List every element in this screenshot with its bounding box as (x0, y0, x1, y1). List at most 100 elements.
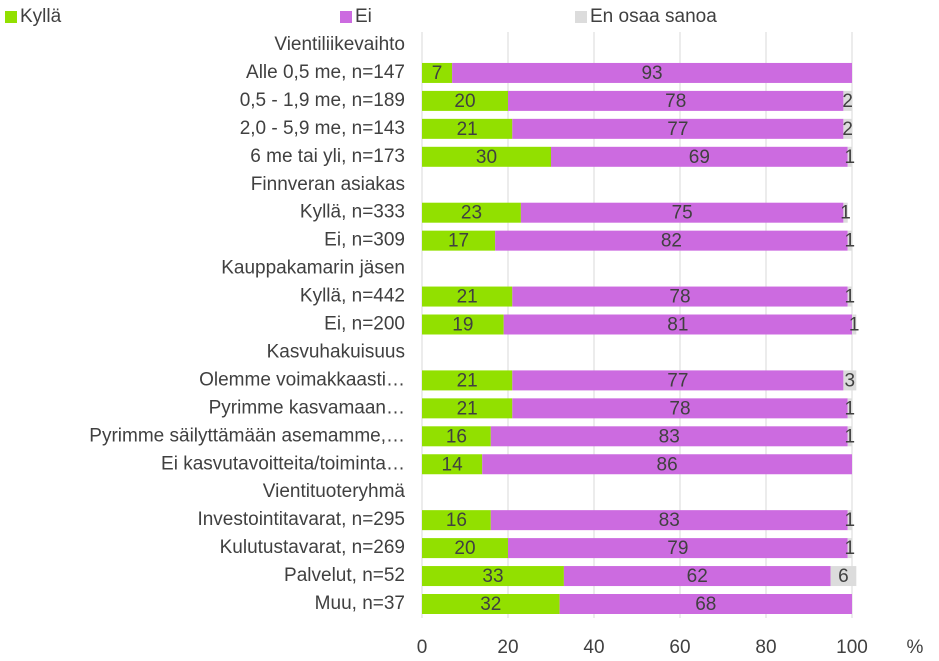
bar-segment (847, 286, 852, 307)
bar-segment (490, 426, 848, 447)
data-label: 23 (461, 203, 482, 224)
legend-label: Ei (355, 6, 372, 27)
bar-segment (847, 510, 852, 531)
y-tick-label: Vientiliikevaihto (274, 34, 405, 55)
bar-segment (422, 426, 491, 447)
x-tick-label: 20 (497, 637, 518, 658)
bar-segment (422, 118, 513, 139)
data-label: 75 (672, 203, 693, 224)
x-tick-label: 60 (669, 637, 690, 658)
bar-segment (843, 370, 857, 391)
y-tick-label: Ei kasvutavoitteita/toiminta… (161, 453, 405, 474)
data-label: 83 (659, 510, 680, 531)
y-tick-label: Muu, n=37 (315, 593, 405, 614)
bar-segment (422, 510, 491, 531)
bar-segment (847, 426, 852, 447)
data-label: 6 (838, 566, 849, 587)
bar-segment (452, 62, 852, 83)
y-tick-label: 2,0 - 5,9 me, n=143 (240, 118, 405, 139)
bar-segment (847, 538, 852, 559)
bar-segment (490, 510, 848, 531)
data-label: 1 (845, 398, 856, 419)
data-label: 17 (448, 231, 469, 252)
data-label: 93 (641, 63, 662, 84)
bar-segment (508, 538, 848, 559)
bar-segment (843, 118, 852, 139)
bar-segment (422, 286, 513, 307)
y-tick-label: Investointitavarat, n=295 (197, 509, 405, 530)
bar-segment (495, 230, 848, 251)
data-label: 78 (665, 91, 686, 112)
bar-segment (422, 202, 521, 223)
data-label: 30 (476, 147, 497, 168)
bar-segment (422, 146, 551, 167)
data-label: 1 (845, 538, 856, 559)
data-label: 20 (454, 538, 475, 559)
bar-segment (563, 566, 831, 587)
y-tick-label: Vientituoteryhmä (263, 481, 406, 502)
bar-segment (559, 594, 852, 614)
bar-segment (852, 314, 857, 335)
y-tick-label: Kyllä, n=333 (300, 202, 405, 223)
data-label: 82 (661, 231, 682, 252)
y-tick-label: Finnveran asiakas (251, 174, 405, 195)
y-tick-label: Alle 0,5 me, n=147 (246, 62, 405, 83)
legend-swatch (340, 11, 352, 23)
legend-swatch (575, 11, 587, 23)
data-label: 77 (667, 119, 688, 140)
legend-label: Kyllä (20, 6, 62, 27)
legend-label: En osaa sanoa (590, 6, 717, 27)
bar-segment (508, 90, 844, 111)
bar-segment (847, 146, 852, 167)
data-label: 33 (482, 566, 503, 587)
bar-segment (512, 398, 848, 419)
data-label: 81 (667, 315, 688, 336)
y-tick-label: Kyllä, n=442 (300, 286, 405, 307)
data-label: 78 (669, 398, 690, 419)
bar-segment (512, 370, 844, 391)
bar-segment (847, 230, 852, 251)
data-label: 2 (842, 119, 853, 140)
data-label: 1 (845, 287, 856, 308)
bar-segment (503, 314, 852, 335)
data-label: 69 (689, 147, 710, 168)
bar-segment (422, 594, 560, 614)
bar-segment (520, 202, 844, 223)
x-tick-label: 100 (836, 637, 868, 658)
data-label: 21 (457, 370, 478, 391)
data-label: 16 (446, 510, 467, 531)
y-tick-label: 6 me tai yli, n=173 (250, 146, 405, 167)
y-tick-label: Kulutustavarat, n=269 (220, 537, 405, 558)
x-tick-label: 80 (755, 637, 776, 658)
x-tick-label: 0 (417, 637, 428, 658)
y-tick-label: Pyrimme säilyttämään asemamme,… (89, 425, 405, 446)
bar-segment (422, 538, 508, 559)
bar-segment (512, 286, 848, 307)
data-label: 21 (457, 287, 478, 308)
data-label: 77 (667, 370, 688, 391)
bar-segment (422, 454, 483, 475)
y-tick-label: Kasvuhakuisuus (267, 341, 405, 362)
data-label: 68 (695, 594, 716, 615)
y-tick-label: Ei, n=309 (324, 230, 405, 251)
data-label: 86 (657, 454, 678, 475)
data-label: 3 (845, 370, 856, 391)
data-label: 1 (840, 203, 851, 224)
data-label: 1 (849, 315, 860, 336)
data-label: 2 (842, 91, 853, 112)
bar-segment (422, 230, 496, 251)
x-axis-label: % (907, 637, 924, 658)
bar-segment (422, 314, 504, 335)
data-label: 79 (667, 538, 688, 559)
y-tick-label: Olemme voimakkaasti… (199, 369, 405, 390)
data-label: 14 (442, 454, 464, 475)
bar-segment (843, 90, 852, 111)
bar-segment (830, 566, 857, 587)
y-tick-label: Pyrimme kasvamaan… (209, 397, 405, 418)
data-label: 1 (845, 231, 856, 252)
bar-segment (422, 62, 453, 83)
data-label: 83 (659, 426, 680, 447)
data-label: 1 (845, 147, 856, 168)
y-tick-label: Ei, n=200 (324, 314, 405, 335)
y-tick-label: Kauppakamarin jäsen (221, 258, 405, 279)
